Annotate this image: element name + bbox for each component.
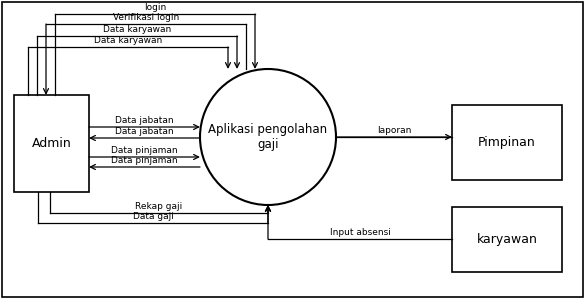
Text: Aplikasi pengolahan
gaji: Aplikasi pengolahan gaji [208, 123, 328, 151]
Text: Verifikasi login: Verifikasi login [113, 13, 179, 22]
Text: Pimpinan: Pimpinan [478, 136, 536, 149]
Text: Data gaji: Data gaji [133, 212, 173, 221]
Text: Data jabatan: Data jabatan [115, 127, 174, 136]
Text: Data karyawan: Data karyawan [94, 36, 162, 45]
Bar [452, 207, 562, 272]
Text: laporan: laporan [377, 126, 411, 135]
Text: Input absensi: Input absensi [329, 228, 390, 237]
Ellipse shape [200, 69, 336, 205]
Bar [14, 95, 89, 192]
Text: Admin: Admin [32, 137, 71, 150]
Bar [452, 105, 562, 180]
Text: Data pinjaman: Data pinjaman [111, 156, 178, 165]
Text: Data pinjaman: Data pinjaman [111, 146, 178, 155]
Text: Data jabatan: Data jabatan [115, 116, 174, 125]
Text: Rekap gaji: Rekap gaji [135, 202, 183, 211]
Text: karyawan: karyawan [477, 233, 538, 246]
Text: login: login [144, 3, 166, 12]
Text: Data karyawan: Data karyawan [103, 25, 171, 34]
